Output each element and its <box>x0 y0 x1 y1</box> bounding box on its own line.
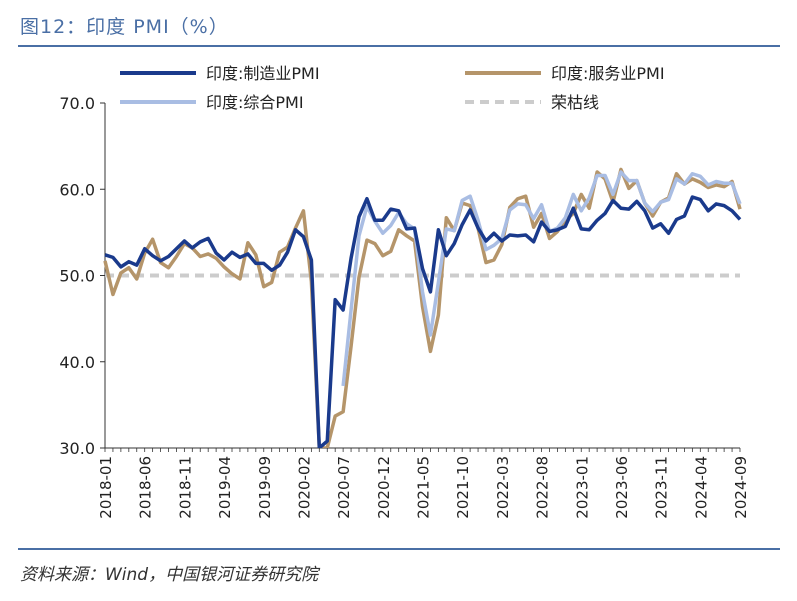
x-tick-label: 2023-06 <box>613 456 631 519</box>
y-tick-label: 30.0 <box>59 439 95 458</box>
x-tick-label: 2023-11 <box>653 456 671 519</box>
y-tick-label: 50.0 <box>59 267 95 286</box>
x-tick-label: 2024-04 <box>692 456 710 519</box>
y-tick-label: 70.0 <box>59 94 95 113</box>
figure-title: 图12：印度 PMI（%） <box>20 16 229 38</box>
series-line-services <box>103 167 742 448</box>
x-tick-label: 2019-04 <box>216 456 234 519</box>
series-line-composite <box>341 170 742 387</box>
x-tick-label: 2022-08 <box>534 456 552 519</box>
source-note: 资料来源：Wind，中国银河证券研究院 <box>20 565 319 585</box>
title-divider <box>18 45 780 47</box>
plot-area <box>103 167 742 448</box>
x-tick-label: 2020-07 <box>335 456 353 519</box>
legend-item-services: 印度:服务业PMI <box>465 64 665 83</box>
legend-label: 荣枯线 <box>551 93 599 112</box>
x-tick-label: 2019-09 <box>256 456 274 519</box>
legend-item-manufacturing: 印度:制造业PMI <box>120 64 320 83</box>
legend-label: 印度:制造业PMI <box>206 64 320 83</box>
x-tick-label: 2024-09 <box>732 456 750 519</box>
y-axis: 30.0 40.0 50.0 60.0 70.0 <box>59 94 106 458</box>
x-tick-label: 2023-01 <box>573 456 591 519</box>
source-divider <box>18 548 780 550</box>
series-line-manufacturing <box>104 195 742 448</box>
legend-item-composite: 印度:综合PMI <box>120 93 304 112</box>
x-tick-label: 2021-10 <box>454 456 472 519</box>
x-tick-label: 2018-01 <box>97 456 115 519</box>
chart-legend: 印度:制造业PMI 印度:服务业PMI 印度:综合PMI 荣枯线 <box>120 64 665 112</box>
x-tick-label: 2020-12 <box>375 456 393 519</box>
legend-item-threshold: 荣枯线 <box>465 93 599 112</box>
x-tick-label: 2018-06 <box>137 456 155 519</box>
legend-label: 印度:服务业PMI <box>551 64 665 83</box>
y-tick-label: 40.0 <box>59 353 95 372</box>
x-axis: 2018-01 2018-06 2018-11 2019-04 2019-09 2020-… <box>97 447 750 519</box>
x-tick-label: 2018-11 <box>176 456 194 519</box>
y-tick-label: 60.0 <box>59 180 95 199</box>
x-tick-label: 2022-03 <box>494 456 512 519</box>
x-tick-label: 2020-02 <box>295 456 313 519</box>
legend-label: 印度:综合PMI <box>206 93 304 112</box>
x-tick-label: 2021-05 <box>415 456 433 519</box>
